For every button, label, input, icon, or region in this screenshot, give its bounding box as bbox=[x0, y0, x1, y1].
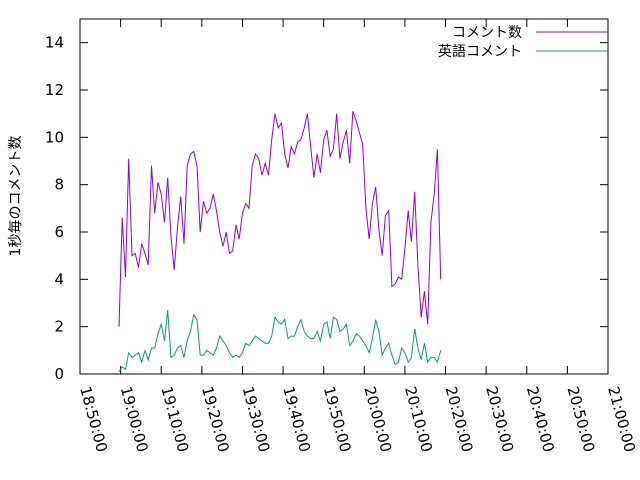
y-tick-label: 6 bbox=[54, 223, 64, 241]
y-tick-label: 0 bbox=[54, 365, 64, 383]
y-tick-label: 4 bbox=[54, 270, 64, 288]
legend-label-english-comments: 英語コメント bbox=[438, 43, 522, 60]
y-axis-label: 1秒毎のコメント数 bbox=[8, 136, 24, 257]
y-tick-label: 8 bbox=[54, 176, 64, 194]
y-tick-label: 2 bbox=[54, 318, 64, 336]
legend: コメント数 英語コメント bbox=[438, 25, 608, 60]
plot-frame bbox=[79, 18, 609, 375]
y-tick-label: 12 bbox=[45, 81, 64, 99]
y-tick-label: 10 bbox=[45, 128, 64, 146]
y-axis-ticks: 0 2 4 6 8 10 12 14 bbox=[45, 34, 608, 383]
series-lines bbox=[118, 111, 442, 372]
y-tick-label: 14 bbox=[45, 34, 64, 52]
legend-label-comments: コメント数 bbox=[452, 25, 522, 41]
series-line-0 bbox=[118, 111, 442, 327]
series-line-1 bbox=[118, 310, 442, 372]
